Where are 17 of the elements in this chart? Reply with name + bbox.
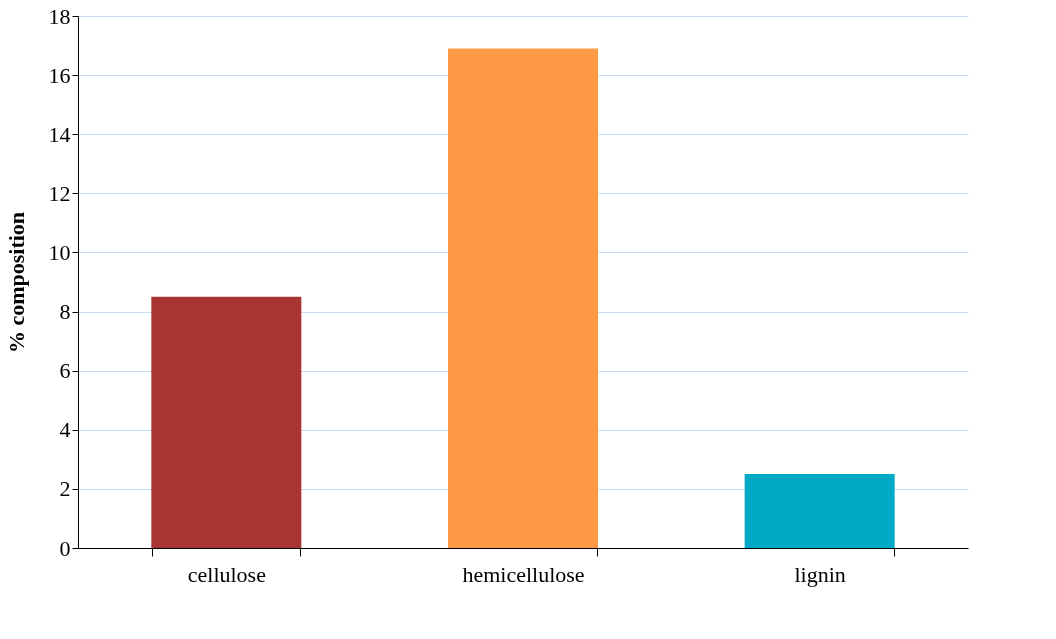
- bar: [151, 296, 302, 548]
- y-axis-title: % composition: [3, 211, 29, 354]
- y-tick-label: 8: [59, 299, 71, 325]
- y-tick-label: 16: [48, 62, 71, 88]
- bar: [448, 48, 598, 548]
- y-tick-label: 12: [48, 180, 71, 206]
- y-tick-label: 14: [48, 121, 71, 147]
- y-tick-label: 6: [59, 358, 71, 384]
- x-tick-label: cellulose: [187, 561, 266, 587]
- y-tick-label: 18: [48, 3, 71, 29]
- bar: [744, 474, 895, 548]
- y-tick-label: 0: [59, 535, 71, 561]
- y-tick-label: 2: [59, 476, 71, 502]
- y-tick-label: 4: [59, 417, 71, 443]
- x-tick-label: hemicellulose: [462, 561, 585, 587]
- y-tick-label: 10: [48, 239, 71, 265]
- x-tick-label: lignin: [794, 561, 846, 587]
